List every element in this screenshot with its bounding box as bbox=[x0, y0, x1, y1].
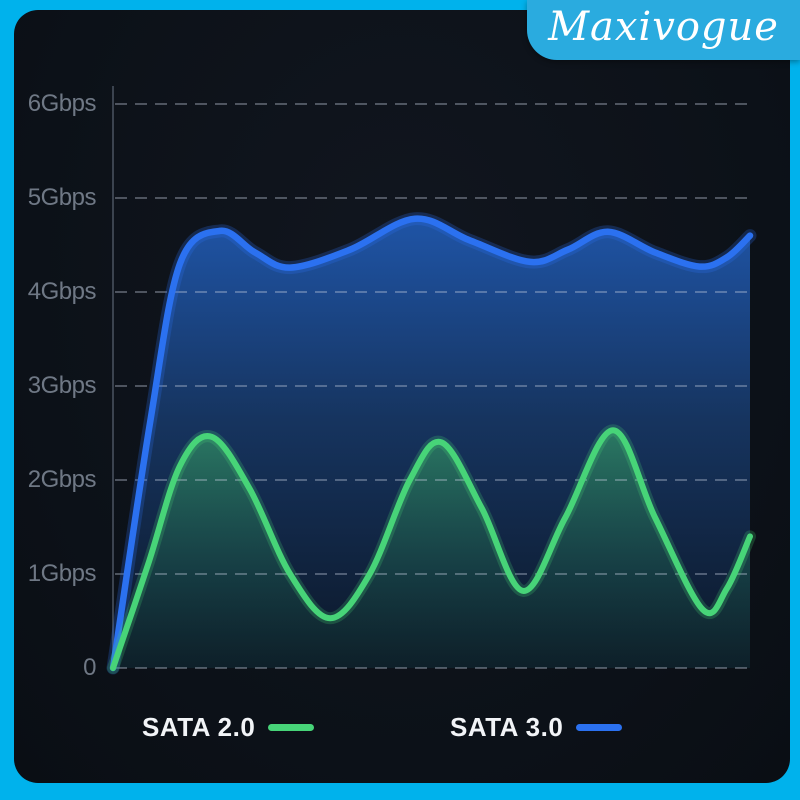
legend-label-sata-2-0: SATA 2.0 bbox=[142, 712, 256, 742]
legend-item-sata-3-0: SATA 3.0 bbox=[450, 712, 623, 743]
y-axis-tick-label-5gbps: 5Gbps bbox=[27, 184, 97, 211]
brand-badge: Maxivogue bbox=[527, 0, 800, 60]
legend-swatch-green bbox=[268, 724, 315, 731]
brand-name: Maxivogue bbox=[548, 4, 779, 50]
sata-2-0-area bbox=[113, 430, 750, 668]
legend-swatch-blue bbox=[576, 724, 623, 731]
legend-item-sata-2-0: SATA 2.0 bbox=[142, 712, 315, 743]
legend: SATA 2.0 SATA 3.0 bbox=[0, 712, 800, 746]
legend-label-sata-3-0: SATA 3.0 bbox=[450, 712, 564, 742]
y-axis-tick-label-1gbps: 1Gbps bbox=[27, 560, 97, 587]
y-axis-tick-label-4gbps: 4Gbps bbox=[27, 278, 97, 305]
y-axis-tick-label-2gbps: 2Gbps bbox=[27, 466, 97, 493]
y-axis-tick-label-3gbps: 3Gbps bbox=[27, 372, 97, 399]
y-axis-tick-label-6gbps: 6Gbps bbox=[27, 90, 97, 117]
sata-2-0-line bbox=[110, 427, 753, 671]
sata-3-0-line bbox=[109, 215, 754, 672]
y-axis-tick-label-0gbps: 0 bbox=[83, 654, 96, 681]
